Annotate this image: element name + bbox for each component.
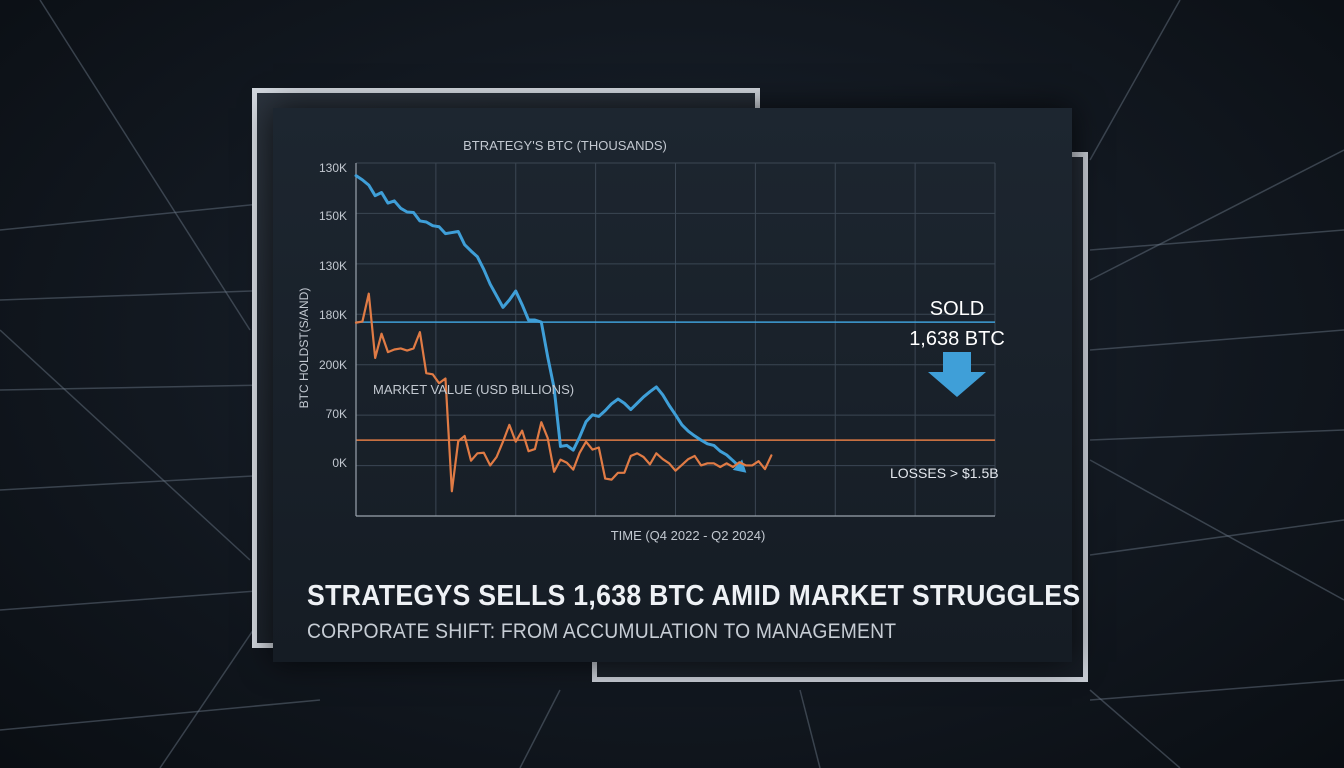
legend-market-value: MARKET VALUE (USD BILLIONS) [373,382,574,397]
chart-title: BTRATEGY'S BTC (THOUSANDS) [463,138,667,153]
y-tick-labels: 130K 150K 130K 180K 200K 70K 0K [319,161,347,470]
y-tick-label: 70K [326,407,347,421]
chart-panel [273,108,1072,662]
headline: STRATEGYS SELLS 1,638 BTC AMID MARKET ST… [307,580,1081,612]
series-layer [354,174,773,493]
y-tick-label: 200K [319,358,347,372]
y-axis-label: BTC HOLDST(S/AND) [297,288,311,409]
annotation-losses: LOSSES > $1.5B [890,465,999,481]
subheadline: CORPORATE SHIFT: FROM ACCUMULATION TO MA… [307,620,897,643]
sold-arrow-icon [928,352,986,397]
reference-lines [356,321,995,441]
line-chart: 130K 150K 130K 180K 200K 70K 0K BTRATEGY'S BTC… [297,138,1005,543]
grid-lines [355,162,996,517]
annotation-sold: SOLD [930,298,984,320]
series-line-market-value [354,292,773,493]
series-line-btc-holdings [354,174,735,463]
y-tick-label: 130K [319,161,347,175]
y-tick-label: 180K [319,308,347,322]
y-tick-label: 130K [319,259,347,273]
x-axis-label: TIME (Q4 2022 - Q2 2024) [611,528,766,543]
y-tick-label: 150K [319,209,347,223]
y-tick-label: 0K [332,456,347,470]
axes [355,163,995,517]
annotation-sold-amount: 1,638 BTC [909,328,1005,350]
